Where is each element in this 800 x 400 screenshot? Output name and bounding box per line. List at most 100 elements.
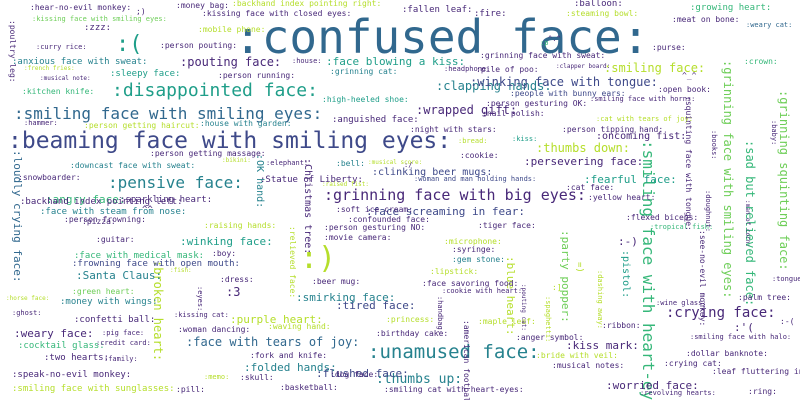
word-smiling-face-with-horns: :smiling face with horns: bbox=[590, 95, 696, 103]
word-statue-of-liberty: :Statue of Liberty: bbox=[260, 175, 363, 185]
word-see-no-evil-monkey: :see-no-evil monkey: bbox=[698, 230, 707, 327]
word-backhand-index-pointing-left: :backhand index pointing left: bbox=[20, 197, 183, 207]
word-credit-card: :credit card: bbox=[96, 339, 151, 347]
word-face-blowing-a-kiss: :face blowing a kiss: bbox=[326, 55, 466, 68]
word-emoticon: ^^ bbox=[142, 205, 153, 215]
word-loudly-crying-face: :loudly crying face: bbox=[11, 150, 24, 283]
word-party-popper: :party popper: bbox=[559, 230, 572, 323]
word-weary-face: :weary face: bbox=[14, 327, 94, 340]
word-face-with-steam-from-nose: :face with steam from nose: bbox=[40, 207, 187, 217]
word-frowning-face-with-open-mouth: :frowning face with open mouth: bbox=[72, 259, 240, 269]
word-confounded-face: :confounded face: bbox=[348, 215, 430, 224]
word-boy: :boy: bbox=[212, 249, 237, 258]
word-oncoming-fist: :oncoming fist: bbox=[596, 131, 687, 142]
word-emoticon: :'( bbox=[734, 321, 754, 334]
word-steaming-bowl: :steaming bowl: bbox=[566, 9, 639, 18]
word-grinning-squinting-face: :grinning squinting face: bbox=[777, 90, 791, 271]
word-hear-no-evil-monkey: :hear-no-evil monkey: bbox=[30, 3, 132, 12]
word-syringe: :syringe: bbox=[452, 245, 496, 254]
word-musical-notes: :musical notes: bbox=[552, 361, 625, 370]
word-clapping-hands: :clapping hands: bbox=[436, 79, 552, 93]
word-emoticon: ^_^ bbox=[682, 71, 697, 80]
word-basketball: :basketball: bbox=[280, 383, 338, 392]
word-face-with-tears-of-joy: :face with tears of joy: bbox=[186, 335, 360, 349]
word-face-with-medical-mask: :face with medical mask: bbox=[74, 251, 205, 261]
word-raised-fist: :raised fist: bbox=[322, 181, 369, 188]
word-crown: :crown: bbox=[744, 57, 778, 66]
word-ring: :ring: bbox=[748, 387, 777, 396]
word-angry-face: :angry face: bbox=[46, 193, 126, 206]
word-cocktail-glass: :cocktail glass: bbox=[18, 341, 105, 351]
word-grinning-face-with-big-eyes: :grinning face with big eyes: bbox=[324, 186, 586, 204]
word-fearful-face: :fearful face: bbox=[584, 173, 677, 186]
word-pill: :pill: bbox=[176, 385, 205, 394]
word-emoticon: :/ bbox=[404, 161, 413, 169]
word-bikini: :bikini: bbox=[222, 157, 251, 164]
word-smiling-face-with-halo: :smiling face with halo: bbox=[690, 333, 792, 341]
word-high-heeled-shoe: :high-heeled shoe: bbox=[322, 95, 409, 104]
word-pistol: :pistol: bbox=[620, 250, 631, 299]
word-kissing-face-with-closed-eyes: :kissing face with closed eyes: bbox=[202, 9, 352, 18]
word-gem-stone: :gem stone: bbox=[452, 255, 505, 264]
word-face-savoring-food: :face savoring food: bbox=[422, 279, 519, 288]
word-pizza: :pizza: bbox=[82, 217, 116, 226]
word-pouting-face: :pouting face: bbox=[180, 55, 282, 69]
word-tongue: :tongue: bbox=[772, 275, 800, 283]
word-smiling-face-with-heart-eyes: :smiling face with heart-eyes: bbox=[639, 140, 658, 400]
word-woman-dancing: :woman dancing: bbox=[178, 325, 251, 334]
word-3: :3 bbox=[226, 285, 241, 299]
word-ok-hand: :OK hand: bbox=[254, 154, 265, 209]
word-worried-face: :worried face: bbox=[606, 379, 699, 392]
word-curry-rice: :curry rice: bbox=[36, 43, 87, 51]
word-christmas-tree: :Christmas tree: bbox=[302, 158, 313, 255]
word-kissing-face-with-smiling-eyes: :kissing face with smiling eyes: bbox=[32, 15, 167, 23]
word-person-gesturing-ok: :person gesturing OK: bbox=[486, 99, 588, 108]
word-cat-with-tears-of-joy: :cat with tears of joy: bbox=[596, 115, 693, 123]
word-backhand-index-pointing-right: :backhand index pointing right: bbox=[232, 0, 382, 8]
word-house-with-garden: :house with garden: bbox=[200, 119, 292, 128]
word-balloon: :balloon: bbox=[574, 0, 623, 9]
word-sparkling-heart: :sparkling heart: bbox=[120, 195, 213, 205]
word-leaf-fluttering-in-wind: :leaf fluttering in wind: bbox=[712, 367, 800, 376]
word-green-heart: :green heart: bbox=[72, 287, 135, 296]
word-anxious-face-with-sweat: :anxious face with sweat: bbox=[12, 57, 148, 67]
word-waving-hand: :waving hand: bbox=[268, 322, 331, 331]
word-tired-face: :tired face: bbox=[336, 299, 416, 312]
word-family: :family: bbox=[104, 355, 138, 363]
word-raising-hands: :raising hands: bbox=[204, 221, 277, 230]
word-tropical-fish: :tropical fish: bbox=[650, 223, 714, 231]
word-fish: :fish: bbox=[170, 267, 192, 274]
word-growing-heart: :growing heart: bbox=[690, 3, 772, 13]
word-emoticon: :-( bbox=[780, 317, 795, 326]
word-squinting-face-with-tongue: :squinting face with tongue: bbox=[684, 96, 693, 231]
word-crying-face: :crying face: bbox=[666, 305, 776, 321]
word-wine-glass: :wine glass: bbox=[656, 299, 707, 307]
word-kitchen-knife: :kitchen knife: bbox=[22, 87, 95, 96]
word-skull: :skull: bbox=[240, 373, 274, 382]
word-thumbs-down: :thumbs down: bbox=[536, 141, 630, 155]
word-speak-no-evil-monkey: :speak-no-evil monkey: bbox=[12, 370, 132, 380]
word-bell: :bell: bbox=[336, 159, 365, 168]
word-open-book: :open book: bbox=[658, 85, 711, 94]
word-bread: :bread: bbox=[458, 137, 488, 145]
word-books: :books: bbox=[710, 130, 718, 160]
word-clinking-beer-mugs: :clinking beer mugs: bbox=[372, 167, 493, 178]
word-revolving-hearts: :revolving hearts: bbox=[640, 389, 716, 397]
word-emoticon: ^.^ bbox=[548, 35, 561, 43]
word-emoticon: :) bbox=[300, 241, 337, 276]
word-night-with-stars: :night with stars: bbox=[410, 125, 497, 134]
word-winking-face-with-tongue: :winking face with tongue: bbox=[470, 75, 658, 89]
word-fire: :fire: bbox=[474, 9, 507, 19]
word-elephant: :elephant: bbox=[266, 159, 309, 167]
word-cookie-with-heart: :cookie with heart: bbox=[442, 287, 523, 295]
word-smiling-face-with-smiling-eyes: :smiling face with smiling eyes: bbox=[14, 104, 323, 123]
word-mobile-phone: :mobile phone: bbox=[198, 25, 266, 34]
word-grinning-face-with-sweat: :grinning face with sweat: bbox=[480, 51, 606, 60]
word-pig-face: :pig face: bbox=[102, 329, 145, 337]
word-snowboarder: :snowboarder: bbox=[18, 173, 81, 182]
word-emoticon: :] bbox=[552, 283, 562, 292]
word-fallen-leaf: :fallen leaf: bbox=[402, 5, 473, 15]
word-disappointed-face: :disappointed face: bbox=[112, 80, 318, 101]
word-princess: :princess: bbox=[386, 315, 435, 324]
word-memo: :memo: bbox=[204, 373, 230, 381]
